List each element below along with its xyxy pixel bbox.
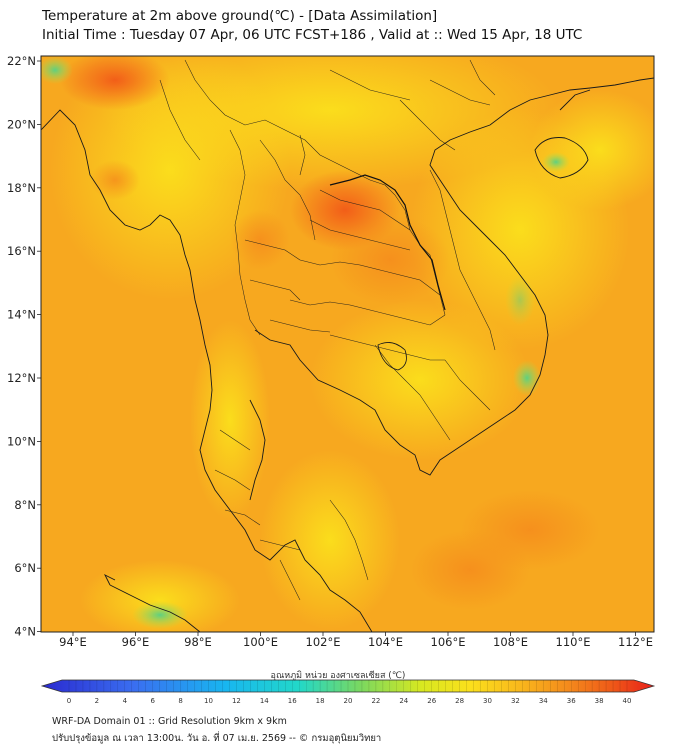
colorbar-tick-label: 0 — [67, 697, 71, 705]
lat-label: 18°N — [7, 181, 36, 195]
footer-resolution: WRF-DA Domain 01 :: Grid Resolution 9km … — [52, 716, 287, 727]
colorbar-tick-label: 14 — [260, 697, 269, 705]
colorbar: 0 2 4 6 8 10 12 14 16 18 20 22 24 26 28 30 32 34 36 38 40 — [40, 679, 656, 705]
lon-label: 108°E — [493, 635, 528, 649]
colorbar-tick-label: 26 — [427, 697, 436, 705]
colorbar-tick-label: 34 — [539, 697, 548, 705]
colorbar-tick-label: 6 — [150, 697, 155, 705]
colorbar-tick-label: 28 — [455, 697, 464, 705]
colorbar-tick-label: 36 — [567, 697, 576, 705]
footer-update: ปรับปรุงข้อมูล ณ เวลา 13:00น. วัน อ. ที่… — [52, 733, 382, 744]
lon-label: 112°E — [618, 635, 653, 649]
lon-label: 98°E — [184, 635, 212, 649]
lat-label: 6°N — [14, 561, 36, 575]
colorbar-tick-label: 10 — [204, 697, 213, 705]
lat-label: 8°N — [14, 498, 36, 512]
map-subtitle: Initial Time : Tuesday 07 Apr, 06 UTC FC… — [42, 27, 583, 43]
lat-label: 16°N — [7, 244, 36, 258]
colorbar-tick-label: 22 — [371, 697, 380, 705]
colorbar-tick-label: 8 — [178, 697, 182, 705]
lon-label: 94°E — [59, 635, 87, 649]
lat-label: 22°N — [7, 54, 36, 68]
lat-label: 12°N — [7, 371, 36, 385]
colorbar-tick-label: 20 — [344, 697, 353, 705]
lon-label: 100°E — [243, 635, 278, 649]
coastlines — [41, 77, 654, 632]
lat-label: 14°N — [7, 308, 36, 322]
colorbar-tick-label: 32 — [511, 697, 520, 705]
colorbar-tick-label: 12 — [232, 697, 241, 705]
lon-label: 110°E — [556, 635, 591, 649]
colorbar-tick-label: 18 — [316, 697, 325, 705]
map-title: Temperature at 2m above ground(℃) - [Dat… — [42, 8, 438, 24]
lat-label: 10°N — [7, 434, 36, 448]
colorbar-title: อุณหภูมิ หน่วย องศาเซลเซียส (℃) — [270, 671, 406, 681]
lon-label: 104°E — [368, 635, 403, 649]
colorbar-tick-label: 40 — [623, 697, 632, 705]
longitude-axis: 94°E 96°E 98°E 100°E 102°E 104°E 106°E 108°E 110… — [59, 632, 653, 649]
colorbar-tick-label: 30 — [483, 697, 492, 705]
colorbar-tick-label: 24 — [399, 697, 408, 705]
lon-label: 96°E — [122, 635, 150, 649]
colorbar-tick-label: 4 — [123, 697, 128, 705]
colorbar-tick-label: 38 — [595, 697, 604, 705]
latitude-axis: 22°N 20°N 18°N 16°N 14°N 12°N 10°N 8°N 6°N 4°N — [7, 54, 41, 639]
lon-label: 102°E — [306, 635, 341, 649]
lat-label: 4°N — [14, 625, 36, 639]
colorbar-tick-label: 2 — [95, 697, 99, 705]
colorbar-tick-label: 16 — [288, 697, 297, 705]
province-boundaries — [159, 59, 496, 601]
map-frame — [40, 55, 655, 633]
lat-label: 20°N — [7, 117, 36, 131]
map-area — [41, 56, 654, 632]
lon-label: 106°E — [431, 635, 466, 649]
